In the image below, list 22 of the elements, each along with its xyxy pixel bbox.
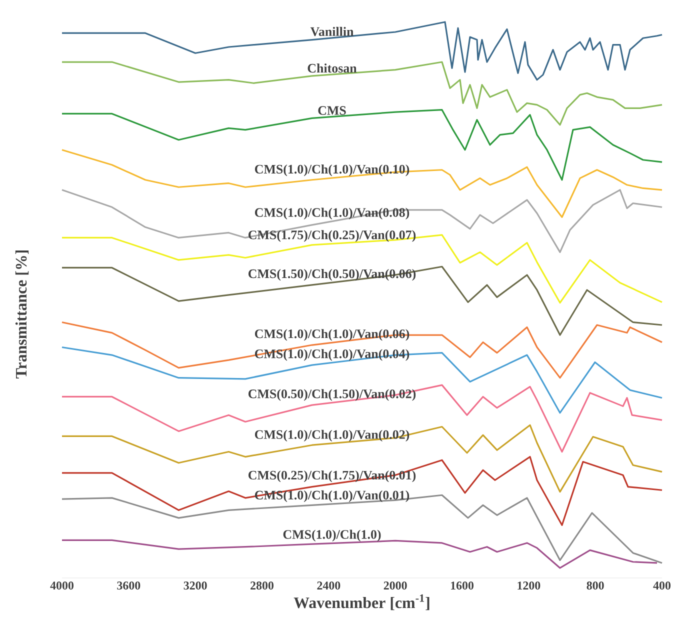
series-label: CMS(1.75)/Ch(0.25)/Van(0.07) xyxy=(248,230,416,242)
series-label: CMS(1.0)/Ch(1.0)/Van(0.01) xyxy=(254,490,410,502)
series-label: CMS(1.0)/Ch(1.0)/Van(0.06) xyxy=(254,329,410,341)
x-tick-label: 2000 xyxy=(384,582,407,590)
x-tick-label: 3600 xyxy=(117,582,140,590)
y-axis-title: Transmittance [%] xyxy=(15,250,29,378)
series-label: Chitosan xyxy=(308,64,357,73)
series-label: CMS(1.0)/Ch(1.0)/Van(0.08) xyxy=(254,208,410,220)
x-tick-label: 2800 xyxy=(250,582,274,590)
x-tick-label: 400 xyxy=(653,582,671,590)
x-axis-title: Wavenumber [cm$^{-1}$] xyxy=(294,594,430,610)
series-label: CMS(1.0)/Ch(1.0)/Van(0.02) xyxy=(254,430,410,442)
x-tick-label: 2400 xyxy=(317,582,340,590)
series-label: CMS xyxy=(318,106,346,115)
x-tick-label: 3200 xyxy=(184,582,207,590)
x-tick-label: 4000 xyxy=(50,582,74,590)
series-label: CMS(1.0)/Ch(1.0)/Van(0.10) xyxy=(254,164,410,176)
series-label: Vanillin xyxy=(310,26,354,36)
x-tick-label: 1200 xyxy=(518,582,540,590)
x-tick-label: 1600 xyxy=(451,582,474,590)
x-tick-label: 800 xyxy=(586,582,604,590)
series-label: CMS(1.0)/Ch(1.0) xyxy=(283,530,381,542)
